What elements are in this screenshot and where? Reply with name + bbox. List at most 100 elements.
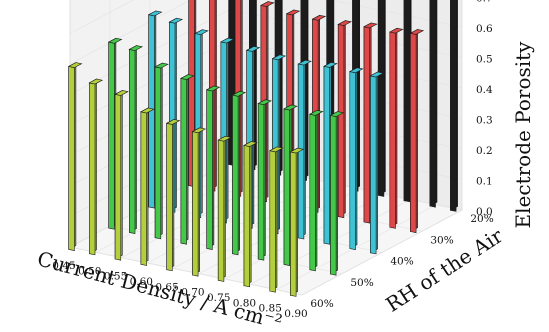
bar-top-face	[388, 27, 404, 34]
y-tick-label: 60%	[310, 298, 333, 310]
z-tick-label: 0.6	[476, 23, 493, 35]
bar-top-face	[289, 147, 305, 154]
bar	[363, 22, 378, 224]
bar	[205, 85, 221, 250]
bar-top-face	[311, 14, 327, 21]
bar-top-face	[260, 1, 275, 7]
bar-front-face	[323, 65, 331, 245]
bar-front-face	[389, 31, 396, 229]
y-tick-label: 40%	[390, 256, 413, 268]
x-tick-label: 0.55	[104, 271, 127, 283]
bar-front-face	[450, 0, 457, 212]
bar-top-face	[329, 111, 345, 117]
bar	[88, 78, 104, 256]
bar-top-face	[67, 62, 83, 68]
bar	[377, 0, 386, 197]
bar	[369, 71, 385, 255]
bar-top-face	[165, 119, 181, 125]
x-tick-label: 0.85	[259, 303, 282, 315]
bar-front-face	[166, 122, 173, 272]
bar-front-face	[180, 78, 187, 245]
bar-front-face	[330, 115, 337, 276]
z-tick-label: 0.3	[476, 115, 493, 127]
bar-front-face	[429, 0, 436, 208]
bar-front-face	[290, 151, 297, 297]
bar-top-face	[337, 20, 352, 26]
bar-top-face	[245, 46, 261, 52]
bar	[243, 140, 258, 288]
z-tick-label: 0.5	[476, 54, 493, 66]
bar-front-face	[283, 108, 291, 266]
bar	[403, 0, 412, 203]
bars	[67, 0, 458, 297]
bar-front-face	[140, 111, 147, 266]
bar-front-face	[269, 150, 276, 293]
bar-front-face	[257, 103, 265, 261]
bar-top-face	[191, 127, 207, 134]
bar	[217, 135, 232, 282]
bar-front-face	[349, 71, 356, 251]
bar	[180, 74, 195, 245]
bar-top-face	[268, 146, 284, 153]
bar	[409, 28, 425, 234]
bar-top-face	[205, 85, 221, 92]
bar	[323, 61, 338, 245]
bar	[308, 109, 324, 272]
x-tick-labels: 0.45 0.50 0.55 0.60 0.65 0.70 0.75 0.80 0.85 0.90	[52, 260, 307, 320]
z-axis-label: Electrode Porosity	[511, 41, 535, 229]
bar-front-face	[363, 26, 371, 224]
bar	[67, 62, 83, 251]
bar-front-face	[108, 41, 115, 230]
x-tick-label: 0.45	[52, 260, 75, 272]
x-tick-label: 0.90	[284, 308, 307, 320]
bar-top-face	[217, 135, 232, 142]
bar-top-face	[363, 22, 378, 29]
bar-front-face	[114, 93, 122, 261]
bar-top-face	[180, 74, 195, 80]
bar	[140, 107, 155, 266]
bar-row-rh-60	[67, 62, 305, 297]
y-tick-label: 20%	[470, 213, 493, 225]
bar-front-face	[89, 82, 96, 256]
bar-top-face	[243, 141, 258, 147]
bar-top-face	[231, 90, 247, 97]
bar	[128, 45, 144, 234]
bar-front-face	[337, 24, 345, 219]
bar-top-face	[348, 67, 364, 74]
bar-top-face	[147, 10, 163, 17]
x-tick-label: 0.80	[233, 297, 256, 309]
bar	[348, 67, 364, 251]
bar	[154, 62, 169, 240]
bar-front-face	[154, 66, 162, 240]
bar	[191, 127, 207, 277]
z-tick-label: 0.4	[476, 84, 493, 96]
x-tick-label: 0.50	[78, 265, 101, 277]
bar-front-face	[370, 75, 377, 255]
x-tick-label: 0.60	[130, 276, 153, 288]
bar-front-face	[206, 89, 213, 250]
bar-top-face	[140, 107, 155, 114]
bar-top-face	[323, 62, 338, 68]
x-tick-label: 0.65	[155, 281, 178, 293]
z-tick-label: 0.2	[476, 145, 493, 157]
bar-front-face	[68, 66, 75, 251]
bar-front-face	[129, 49, 136, 234]
bar-top-face	[168, 17, 184, 24]
bar	[329, 111, 345, 276]
bar-top-face	[114, 90, 129, 96]
bar	[257, 99, 272, 261]
x-tick-label: 0.75	[207, 292, 230, 304]
bar-top-face	[154, 62, 169, 69]
bar	[450, 0, 458, 212]
bar-front-face	[217, 139, 225, 282]
bar	[337, 20, 352, 219]
bar-top-face	[128, 45, 144, 51]
bar-top-face	[194, 29, 209, 36]
z-tick-label: 0.0	[476, 206, 493, 218]
bar	[429, 0, 438, 208]
z-tick-labels: 0.0 0.1 0.2 0.3 0.4 0.5 0.6 0.7	[476, 0, 493, 218]
bar-top-face	[369, 71, 385, 78]
bar	[231, 90, 247, 256]
z-tick-label: 0.7	[476, 0, 493, 5]
